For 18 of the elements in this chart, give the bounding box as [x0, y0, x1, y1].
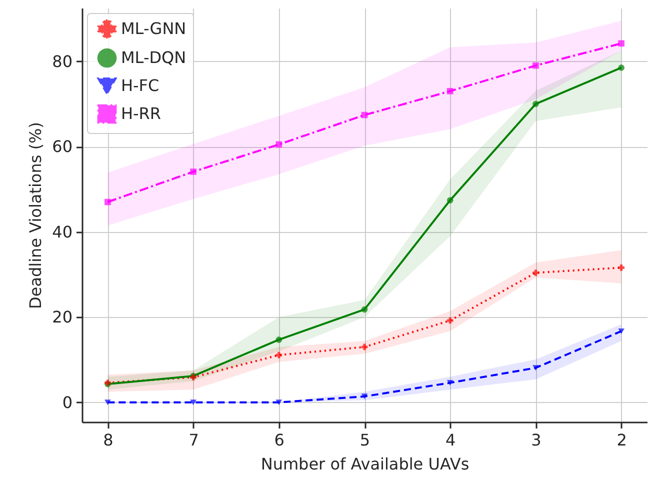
y-tick-label: 0 — [62, 392, 72, 412]
legend-label: H-RR — [121, 104, 162, 123]
legend-label: ML-GNN — [121, 19, 186, 38]
x-tick-label: 3 — [531, 430, 542, 450]
legend-label: ML-DQN — [121, 48, 186, 67]
y-tick-label: 40 — [52, 222, 72, 242]
y-tick-label: 60 — [52, 137, 72, 156]
x-tick-label: 4 — [446, 430, 456, 450]
legend-label: H-FC — [121, 76, 160, 95]
y-axis-title: Deadline Violations (%) — [26, 122, 46, 309]
x-tick-label: 7 — [188, 430, 199, 450]
x-tick-label: 2 — [616, 430, 627, 450]
x-tick-label: 8 — [103, 430, 114, 450]
x-axis-title: Number of Available UAVs — [260, 454, 470, 474]
y-tick-label: 80 — [52, 52, 72, 71]
y-tick-label: 20 — [52, 308, 72, 327]
x-tick-label: 6 — [274, 430, 284, 450]
x-tick-label: 5 — [360, 430, 370, 450]
